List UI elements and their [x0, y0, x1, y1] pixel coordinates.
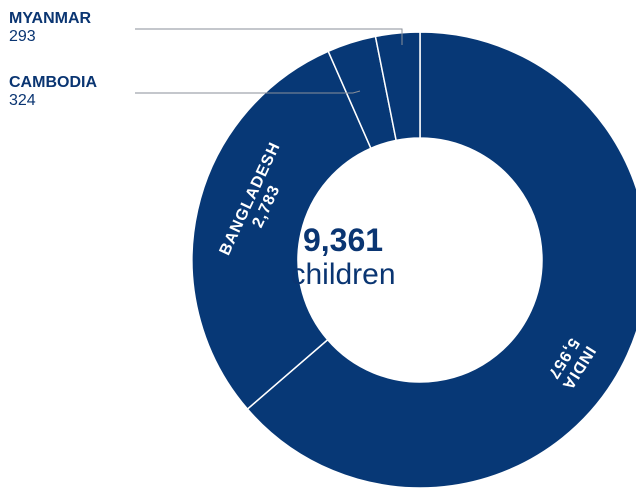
callout-myanmar: MYANMAR 293 [9, 10, 91, 47]
slice-india [246, 31, 636, 489]
callout-cambodia: CAMBODIA 324 [9, 74, 97, 111]
leader-line-myanmar [135, 28, 403, 45]
callout-label-cambodia: CAMBODIA [9, 74, 97, 91]
slice-bangladesh [191, 50, 372, 411]
center-label: 9,361 children [268, 222, 418, 292]
donut-slices [191, 31, 636, 489]
center-total: 9,361 [302, 222, 384, 258]
center-unit: children [290, 258, 396, 292]
leader-lines [135, 28, 403, 94]
leader-line-cambodia [135, 90, 361, 94]
callout-value-cambodia: 324 [9, 92, 36, 110]
slice-myanmar [374, 31, 421, 142]
callout-value-myanmar: 293 [9, 28, 36, 46]
callout-label-myanmar: MYANMAR [9, 10, 92, 27]
